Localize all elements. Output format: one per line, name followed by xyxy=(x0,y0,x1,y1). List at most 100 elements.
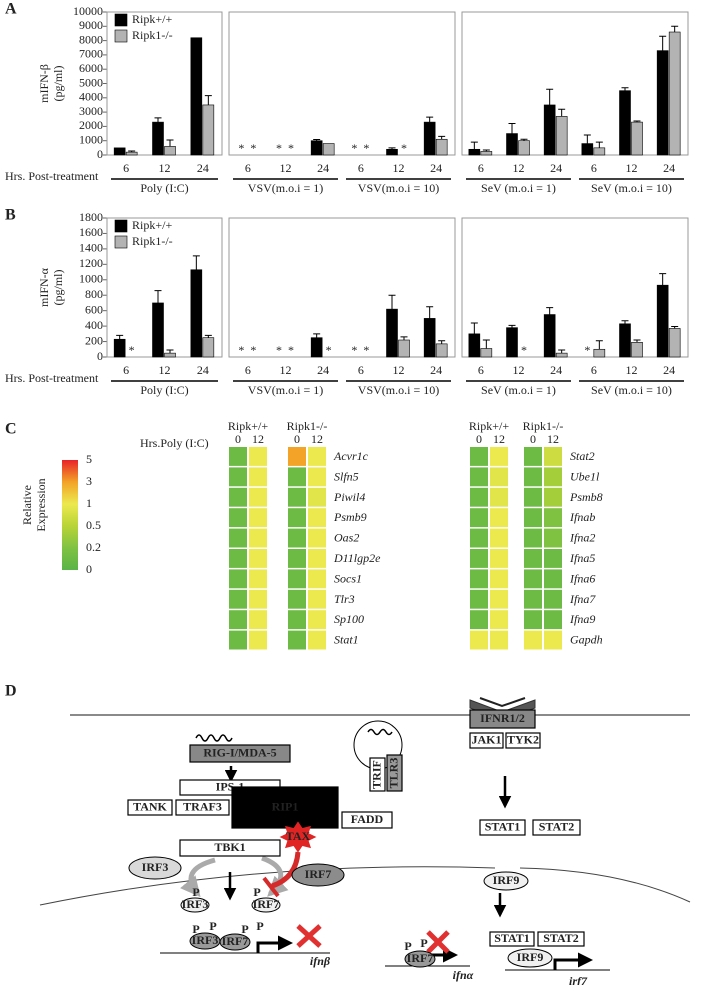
heatmap-cell xyxy=(544,589,562,609)
node-label: STAT1 xyxy=(494,931,530,945)
heatmap-cell xyxy=(524,569,542,589)
x-tick-label: 6 xyxy=(591,161,597,175)
group-header: Ripk1-/- xyxy=(287,419,328,433)
legend-swatch xyxy=(114,235,128,249)
heatmap-cell xyxy=(524,508,542,528)
x-tick-label: 24 xyxy=(430,161,442,175)
gene-label: Oas2 xyxy=(334,531,359,545)
y-axis-label: mIFN-α xyxy=(37,267,51,307)
y-tick-label: 1600 xyxy=(79,225,103,239)
bar xyxy=(152,121,164,156)
y-tick-label: 1800 xyxy=(79,210,103,224)
missing-marker: * xyxy=(351,343,357,357)
node-label: STAT2 xyxy=(539,819,575,833)
error-bar xyxy=(470,322,478,334)
node-label: ifnβ xyxy=(310,954,331,968)
node-ellipse xyxy=(507,948,553,968)
error-bar xyxy=(116,334,124,340)
x-tick-label: 24 xyxy=(430,363,442,377)
heatmap-cell xyxy=(249,528,267,548)
timepoint-label: 12 xyxy=(252,432,264,446)
bar xyxy=(480,348,493,358)
heatmap-cell xyxy=(544,549,562,568)
gene-label: Ifna6 xyxy=(569,571,595,585)
gene-label: D11lgp2e xyxy=(333,551,381,565)
heatmap-cell xyxy=(490,467,508,487)
gene-label: Ifna9 xyxy=(569,612,595,626)
node-ellipse xyxy=(180,897,210,913)
x-tick-label: 24 xyxy=(317,161,329,175)
x-tick-label: 6 xyxy=(358,363,364,377)
node-label: IRF7 xyxy=(222,934,249,948)
heatmap-cell xyxy=(229,589,247,609)
error-bar xyxy=(154,290,162,303)
x-tick-label: 12 xyxy=(393,363,405,377)
node-label: FADD xyxy=(351,812,384,826)
node-label: IRF9 xyxy=(493,873,520,887)
error-bar xyxy=(546,307,554,315)
heatmap-cell xyxy=(524,610,542,630)
plot-frame xyxy=(228,217,456,358)
heatmap-cell xyxy=(544,447,562,466)
gene-label: Stat1 xyxy=(334,633,359,647)
plot-frame xyxy=(461,11,689,156)
heatmap-cell xyxy=(249,610,267,630)
heatmap-cell xyxy=(288,447,306,466)
gene-label: Sp100 xyxy=(334,612,364,626)
gene-label: Psmb8 xyxy=(569,490,603,504)
y-axis-label: (pg/ml) xyxy=(51,66,65,102)
heatmap-cell xyxy=(544,487,562,507)
heatmap-cell xyxy=(524,487,542,507)
colorbar-label: Expression xyxy=(34,478,48,531)
heatmap-cell xyxy=(490,508,508,528)
group-header: Ripk1-/- xyxy=(523,419,564,433)
heatmap-cell xyxy=(544,467,562,487)
x-axis-label: Hrs. Post-treatment xyxy=(5,169,99,183)
pathway-decor xyxy=(39,697,691,971)
colorbar-tick-label: 5 xyxy=(86,452,92,466)
legend-swatch xyxy=(114,13,128,27)
colorbar-tick-label: 0 xyxy=(86,562,92,576)
bar xyxy=(555,116,568,156)
error-bar xyxy=(470,141,478,150)
gene-label: Psmb9 xyxy=(333,510,367,524)
x-tick-label: 12 xyxy=(513,161,525,175)
error-bar xyxy=(558,349,566,354)
y-tick-label: 0 xyxy=(97,349,103,363)
heatmap-cell xyxy=(249,549,267,568)
x-tick-label: 24 xyxy=(197,161,209,175)
colorbar-tick-label: 1 xyxy=(86,496,92,510)
error-bar xyxy=(595,141,603,148)
missing-marker: * xyxy=(238,343,244,357)
heatmap-cell xyxy=(229,508,247,528)
x-tick-label: 6 xyxy=(123,363,129,377)
error-bar xyxy=(426,116,434,123)
node-box xyxy=(532,819,581,836)
missing-marker: * xyxy=(288,343,294,357)
error-bar xyxy=(621,87,629,91)
bar xyxy=(555,352,568,358)
heatmap-cell xyxy=(490,528,508,548)
y-tick-label: 8000 xyxy=(79,32,103,46)
error-bar xyxy=(659,35,667,51)
node-label: P xyxy=(192,922,199,936)
bar xyxy=(593,147,606,156)
heatmap-cell xyxy=(288,549,306,568)
heatmap-cell xyxy=(249,467,267,487)
heatmap-cell xyxy=(249,630,267,650)
node-label: P xyxy=(404,939,411,953)
gene-label: Ube1l xyxy=(570,469,600,483)
heatmap-cell xyxy=(288,467,306,487)
gene-label: Acvr1c xyxy=(333,449,369,463)
gene-label: Slfn5 xyxy=(334,469,359,483)
y-tick-label: 1400 xyxy=(79,241,103,255)
colorbar-tick-label: 0.5 xyxy=(86,518,101,532)
x-tick-label: 24 xyxy=(317,363,329,377)
heatmap-cell xyxy=(490,549,508,568)
bar xyxy=(593,348,606,358)
error-bar xyxy=(659,273,667,286)
node-ellipse xyxy=(404,950,436,968)
y-tick-label: 800 xyxy=(85,287,103,301)
heatmap-cell xyxy=(470,630,488,650)
error-bar xyxy=(520,138,528,141)
